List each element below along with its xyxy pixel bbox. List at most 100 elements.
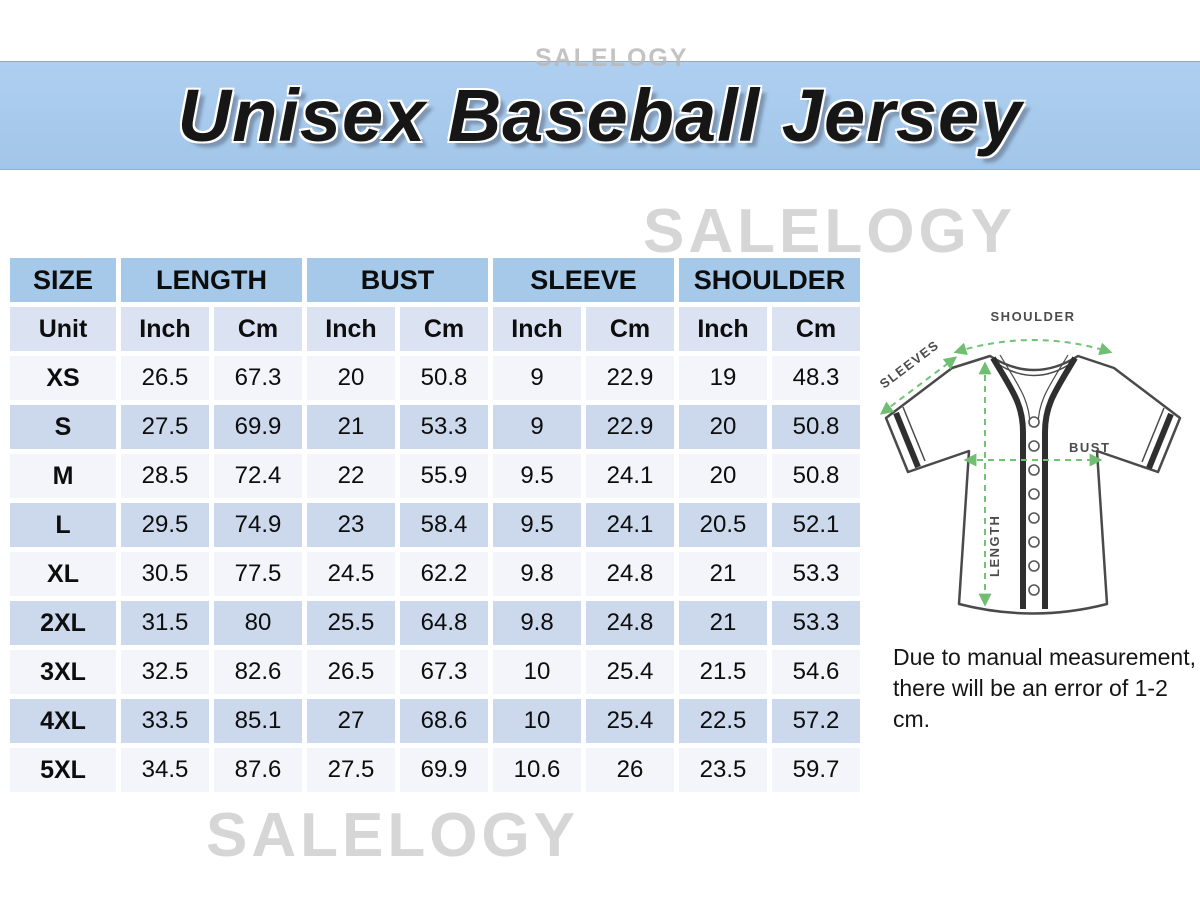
measurement-value: 20.5 bbox=[679, 503, 768, 547]
unit-header-cell: Cm bbox=[772, 307, 861, 351]
column-group-header: BUST bbox=[307, 258, 488, 302]
measurement-value: 33.5 bbox=[121, 699, 209, 743]
column-group-header: LENGTH bbox=[121, 258, 302, 302]
button bbox=[1028, 416, 1040, 428]
column-group-header: SLEEVE bbox=[493, 258, 675, 302]
watermark-bottom: SALELOGY bbox=[206, 801, 580, 870]
unit-header-cell: Cm bbox=[586, 307, 675, 351]
size-table: SIZE LENGTH BUST SLEEVE SHOULDER Unit Inch Cm I… bbox=[5, 253, 866, 797]
unit-header-cell: Inch bbox=[307, 307, 395, 351]
shoulder-label: SHOULDER bbox=[991, 309, 1076, 324]
table-row: XS 26.5 67.3 20 50.8 9 22.9 19 48.3 bbox=[10, 356, 861, 400]
measurement-value: 21.5 bbox=[679, 650, 768, 694]
bust-label: BUST bbox=[1069, 440, 1110, 455]
collar-placket-band-right bbox=[1042, 356, 1078, 609]
table-row: 4XL 33.5 85.1 27 68.6 10 25.4 22.5 57.2 bbox=[10, 699, 861, 743]
measurement-value: 26.5 bbox=[121, 356, 209, 400]
size-label: XS bbox=[10, 356, 116, 400]
sleeve-trim-left-thin bbox=[902, 406, 926, 462]
unit-header-cell: Inch bbox=[493, 307, 581, 351]
measurement-value: 10 bbox=[493, 699, 581, 743]
column-group-header-row: SIZE LENGTH BUST SLEEVE SHOULDER bbox=[10, 258, 861, 302]
measurement-value: 55.9 bbox=[400, 454, 488, 498]
button bbox=[1028, 464, 1040, 476]
note-line-2: there will be an error of 1-2 cm. bbox=[893, 675, 1168, 732]
measurement-value: 29.5 bbox=[121, 503, 209, 547]
measurement-value: 25.4 bbox=[586, 699, 675, 743]
measurement-value: 23.5 bbox=[679, 748, 768, 792]
measurement-value: 82.6 bbox=[214, 650, 302, 694]
size-label: S bbox=[10, 405, 116, 449]
measurement-value: 19 bbox=[679, 356, 768, 400]
measurement-value: 64.8 bbox=[400, 601, 488, 645]
measurement-value: 54.6 bbox=[772, 650, 861, 694]
measurement-value: 9 bbox=[493, 356, 581, 400]
measurement-value: 20 bbox=[307, 356, 395, 400]
button bbox=[1028, 440, 1040, 452]
jersey-measurement-diagram: SHOULDER SLEEVES BUST LENGTH bbox=[877, 309, 1182, 615]
measurement-value: 69.9 bbox=[400, 748, 488, 792]
measurement-value: 72.4 bbox=[214, 454, 302, 498]
measurement-value: 9.5 bbox=[493, 454, 581, 498]
measurement-value: 80 bbox=[214, 601, 302, 645]
watermark-top: SALELOGY bbox=[535, 44, 689, 72]
measurement-value: 24.8 bbox=[586, 601, 675, 645]
size-label: XL bbox=[10, 552, 116, 596]
measurement-value: 57.2 bbox=[772, 699, 861, 743]
button bbox=[1028, 560, 1040, 572]
unit-header-cell: Inch bbox=[121, 307, 209, 351]
sleeve-trim-right bbox=[1146, 412, 1174, 470]
measurement-value: 31.5 bbox=[121, 601, 209, 645]
table-row: 2XL 31.5 80 25.5 64.8 9.8 24.8 21 53.3 bbox=[10, 601, 861, 645]
measurement-value: 69.9 bbox=[214, 405, 302, 449]
measurement-value: 67.3 bbox=[400, 650, 488, 694]
unit-header-cell: Cm bbox=[400, 307, 488, 351]
measurement-value: 74.9 bbox=[214, 503, 302, 547]
table-row: S 27.5 69.9 21 53.3 9 22.9 20 50.8 bbox=[10, 405, 861, 449]
measurement-value: 22 bbox=[307, 454, 395, 498]
size-label: 5XL bbox=[10, 748, 116, 792]
measurement-value: 24.1 bbox=[586, 503, 675, 547]
sleeve-trim-right-thin bbox=[1141, 407, 1165, 463]
measurement-value: 20 bbox=[679, 405, 768, 449]
measurement-value: 24.5 bbox=[307, 552, 395, 596]
measurement-value: 85.1 bbox=[214, 699, 302, 743]
unit-header-cell: Unit bbox=[10, 307, 116, 351]
column-group-header: SIZE bbox=[10, 258, 116, 302]
table-row: 5XL 34.5 87.6 27.5 69.9 10.6 26 23.5 59.7 bbox=[10, 748, 861, 792]
table-row: L 29.5 74.9 23 58.4 9.5 24.1 20.5 52.1 bbox=[10, 503, 861, 547]
measurement-value: 27.5 bbox=[307, 748, 395, 792]
measurement-value: 52.1 bbox=[772, 503, 861, 547]
size-label: 4XL bbox=[10, 699, 116, 743]
measurement-value: 21 bbox=[679, 601, 768, 645]
measurement-value: 50.8 bbox=[400, 356, 488, 400]
title-banner: Unisex Baseball Jersey bbox=[0, 61, 1200, 170]
measurement-value: 24.8 bbox=[586, 552, 675, 596]
measurement-value: 48.3 bbox=[772, 356, 861, 400]
sleeve-trim-left bbox=[893, 411, 921, 469]
shoulder-measure-arrow bbox=[953, 339, 1113, 356]
button bbox=[1028, 584, 1040, 596]
measurement-value: 77.5 bbox=[214, 552, 302, 596]
measurement-value: 22.9 bbox=[586, 356, 675, 400]
measurement-value: 9 bbox=[493, 405, 581, 449]
measurement-value: 58.4 bbox=[400, 503, 488, 547]
measurement-value: 21 bbox=[679, 552, 768, 596]
measurement-value: 27.5 bbox=[121, 405, 209, 449]
measurement-value: 68.6 bbox=[400, 699, 488, 743]
measurement-note: Due to manual measurement, there will be… bbox=[893, 642, 1200, 735]
unit-header-cell: Cm bbox=[214, 307, 302, 351]
size-table-body: XS 26.5 67.3 20 50.8 9 22.9 19 48.3 S 27.5 69.9 21 53… bbox=[10, 356, 861, 792]
measurement-value: 87.6 bbox=[214, 748, 302, 792]
measurement-value: 22.5 bbox=[679, 699, 768, 743]
measurement-value: 53.3 bbox=[772, 601, 861, 645]
button bbox=[1028, 512, 1040, 524]
button bbox=[1028, 536, 1040, 548]
measurement-value: 22.9 bbox=[586, 405, 675, 449]
measurement-value: 25.5 bbox=[307, 601, 395, 645]
measurement-value: 26.5 bbox=[307, 650, 395, 694]
measurement-value: 59.7 bbox=[772, 748, 861, 792]
measurement-value: 50.8 bbox=[772, 454, 861, 498]
measurement-value: 26 bbox=[586, 748, 675, 792]
